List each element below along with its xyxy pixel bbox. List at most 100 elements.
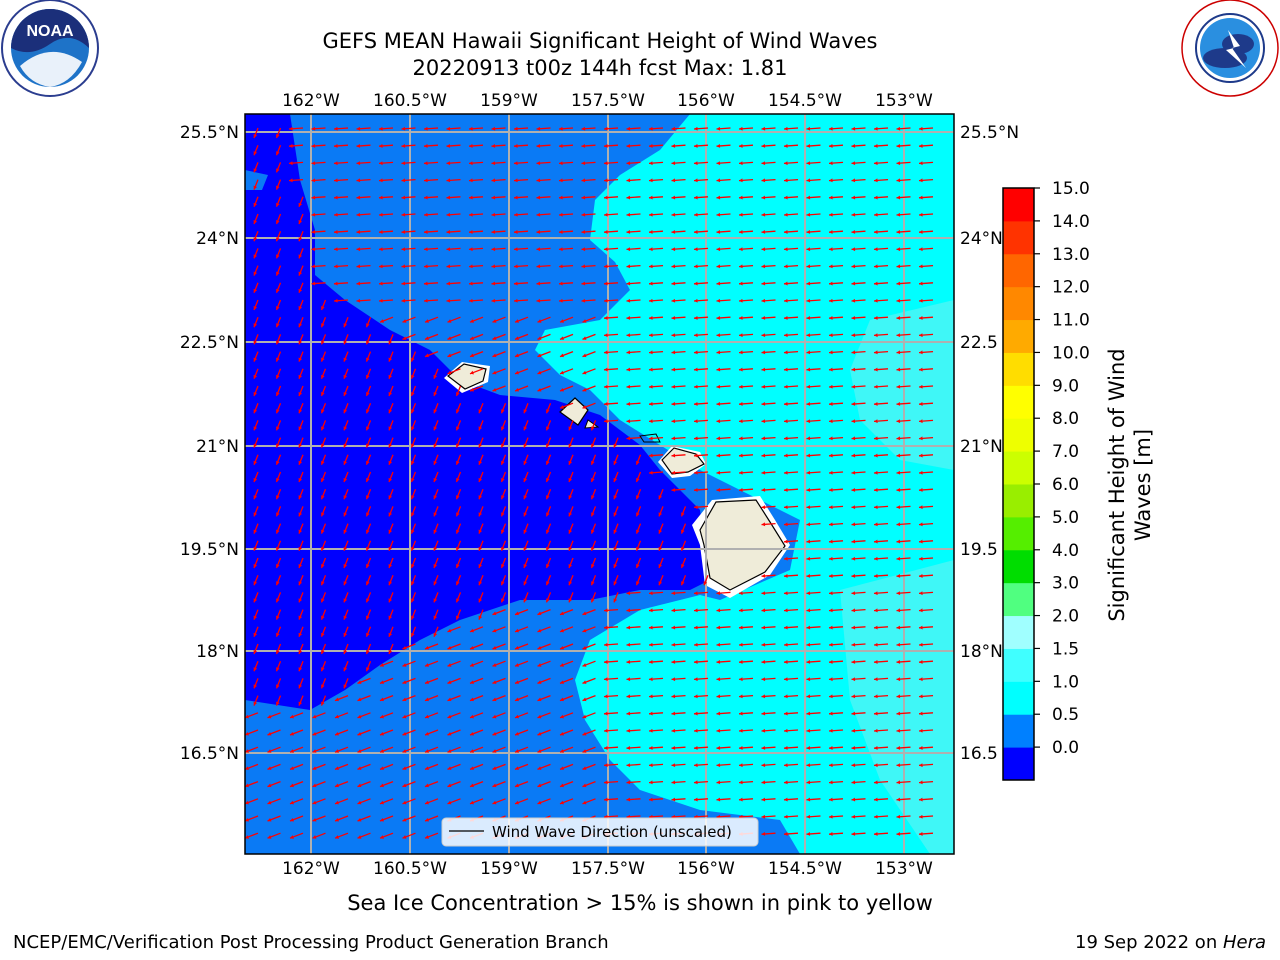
wave-vector-head — [591, 426, 595, 431]
wave-vector-head — [470, 766, 474, 770]
wave-vector-head — [447, 714, 452, 719]
wave-vector-head — [626, 660, 631, 664]
lat-label-left: 21°N — [196, 437, 239, 457]
wave-vector-head — [649, 470, 653, 475]
wave-vector-head — [582, 714, 587, 719]
wave-vector-head — [896, 642, 901, 647]
wave-vector-head — [469, 212, 473, 217]
wave-vector-head — [253, 237, 258, 242]
lon-label-top: 154.5°W — [768, 91, 842, 111]
wave-vector-head — [515, 714, 519, 719]
wave-vector-head — [514, 161, 518, 166]
wave-vector-head — [761, 316, 766, 320]
wave-vector-head — [321, 323, 325, 328]
wave-vector-head — [366, 478, 370, 482]
wave-vector-head — [851, 522, 856, 527]
wave-vector-head — [851, 746, 856, 750]
wave-vector-head — [806, 832, 811, 836]
wave-vector-head — [694, 505, 698, 510]
wave-vector-head — [366, 650, 370, 654]
wave-vector-head — [806, 763, 811, 768]
wave-vector-head — [671, 780, 676, 785]
wave-vector-head — [739, 436, 743, 441]
wave-vector-head — [276, 220, 280, 224]
wave-vector-head — [446, 247, 451, 252]
wave-vector-head — [478, 615, 483, 620]
wave-vector-head — [321, 495, 325, 500]
wave-vector-head — [626, 384, 631, 389]
wave-vector-head — [253, 564, 258, 568]
wave-vector-head — [568, 460, 573, 465]
wave-vector-head — [312, 749, 317, 753]
wave-vector-head — [784, 436, 788, 441]
wave-vector-head — [626, 247, 631, 252]
wave-vector-head — [425, 663, 429, 667]
wave-vector-head — [470, 387, 474, 392]
wave-vector-head — [829, 419, 833, 424]
map-frame — [244, 113, 955, 855]
wave-vector-head — [321, 684, 325, 689]
wave-vector-head — [366, 632, 370, 637]
wave-vector-head — [874, 419, 878, 424]
wave-vector-head — [626, 625, 631, 630]
wave-vector-head — [388, 546, 393, 551]
wave-vector-head — [896, 711, 901, 716]
wave-vector-head — [649, 195, 653, 200]
wave-vector-head — [276, 546, 280, 551]
wave-vector-head — [298, 478, 303, 482]
wave-vector-head — [784, 212, 788, 217]
wave-vector-head — [671, 711, 676, 716]
wave-vector-head — [253, 529, 258, 534]
wave-vector-head — [681, 546, 685, 551]
wave-vector-head — [671, 642, 676, 647]
wave-vector-head — [919, 677, 923, 682]
colorbar-swatch — [1003, 188, 1034, 222]
wave-vector-head — [694, 402, 698, 406]
wave-vector-head — [312, 800, 317, 805]
wave-vector-head — [919, 625, 923, 630]
wave-vector-head — [366, 426, 370, 431]
wave-vector-head — [919, 178, 923, 183]
wave-vector-head — [604, 281, 608, 286]
wave-vector-head — [582, 611, 587, 616]
wave-vector-head — [356, 281, 361, 286]
wave-vector-head — [874, 281, 878, 286]
wave-vector-head — [829, 333, 833, 338]
wave-vector-head — [559, 264, 563, 269]
wave-vector-head — [366, 460, 370, 465]
wave-vector-head — [447, 749, 452, 753]
wave-vector-head — [874, 608, 878, 613]
wave-vector-head — [784, 247, 788, 252]
wave-vector-head — [267, 835, 272, 839]
wave-vector-head — [626, 677, 631, 682]
wave-vector-head — [919, 694, 923, 699]
wave-vector-head — [806, 264, 811, 269]
wave-vector-head — [784, 814, 788, 819]
wave-vector-head — [478, 564, 483, 568]
wave-vector-head — [334, 212, 338, 217]
wave-vector-head — [514, 144, 518, 148]
wave-vector-head — [366, 443, 370, 448]
wave-vector-head — [829, 539, 833, 544]
wave-vector-head — [649, 453, 653, 458]
wave-vector-head — [560, 680, 564, 684]
wave-vector-head — [334, 281, 338, 286]
wave-vector-head — [716, 488, 721, 492]
wave-vector-head — [334, 264, 338, 269]
wave-vector-head — [851, 780, 856, 785]
wave-vector-head — [604, 797, 608, 802]
wave-vector-head — [501, 529, 505, 534]
wave-vector-head — [253, 306, 258, 310]
wave-vector-head — [582, 370, 587, 375]
wave-vector-head — [829, 436, 833, 441]
wave-vector-head — [276, 323, 280, 328]
wave-vector-head — [874, 161, 878, 166]
colorbar-swatch — [1003, 220, 1034, 255]
colorbar-tick-label: 2.0 — [1052, 607, 1079, 627]
wave-vector-head — [591, 460, 595, 465]
wave-vector-head — [379, 161, 383, 166]
wave-vector-head — [321, 443, 325, 448]
wave-vector-head — [582, 645, 587, 650]
wave-vector-head — [604, 694, 608, 699]
wave-vector-head — [694, 230, 698, 234]
